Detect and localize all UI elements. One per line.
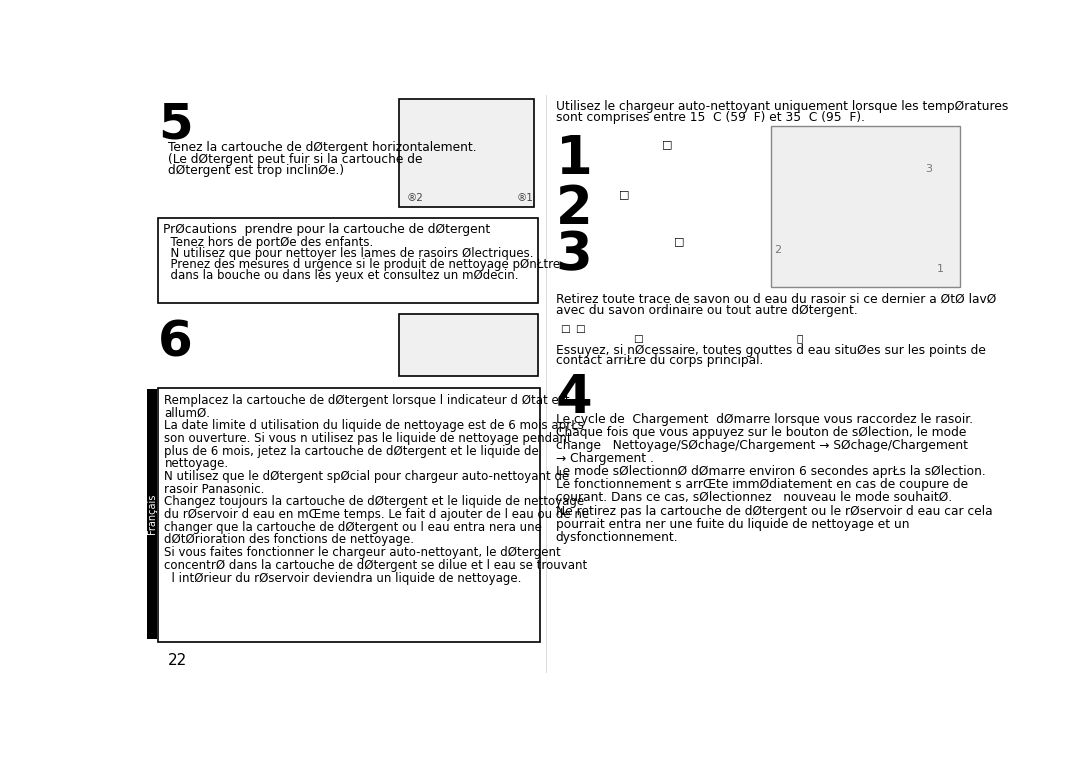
Text: Essuyez, si nØcessaire, toutes gouttes d eau situØes sur les points de: Essuyez, si nØcessaire, toutes gouttes d… bbox=[556, 344, 986, 357]
Text: ®2: ®2 bbox=[406, 193, 423, 203]
Text: → Chargement .: → Chargement . bbox=[556, 452, 653, 465]
Text: 5: 5 bbox=[159, 100, 193, 148]
Text: 2: 2 bbox=[556, 184, 593, 235]
Text: Ne retirez pas la cartouche de dØtergent ou le rØservoir d eau car cela: Ne retirez pas la cartouche de dØtergent… bbox=[556, 505, 993, 518]
Text: PrØcautions  prendre pour la cartouche de dØtergent: PrØcautions prendre pour la cartouche de… bbox=[163, 222, 490, 236]
Text: □: □ bbox=[576, 323, 585, 334]
Bar bbox=[159, 218, 538, 303]
Text: contact arriŁre du corps principal.: contact arriŁre du corps principal. bbox=[556, 354, 764, 367]
Text: □: □ bbox=[619, 190, 630, 200]
Text: 3: 3 bbox=[926, 164, 932, 175]
Text: Tenez la cartouche de dØtergent horizontalement.: Tenez la cartouche de dØtergent horizont… bbox=[167, 141, 476, 154]
Bar bbox=[770, 126, 960, 288]
Text: dØtØrioration des fonctions de nettoyage.: dØtØrioration des fonctions de nettoyage… bbox=[164, 534, 415, 546]
Text: Le mode sØlectionnØ dØmarre environ 6 secondes aprŁs la sØlection.: Le mode sØlectionnØ dØmarre environ 6 se… bbox=[556, 465, 986, 478]
Text: du rØservoir d eau en mŒme temps. Le fait d ajouter de l eau ou de ne: du rØservoir d eau en mŒme temps. Le fai… bbox=[164, 508, 590, 521]
Text: 2: 2 bbox=[774, 245, 782, 255]
Bar bbox=[159, 388, 540, 641]
Text: courant. Dans ce cas, sØlectionnez   nouveau le mode souhaitØ.: courant. Dans ce cas, sØlectionnez nouve… bbox=[556, 492, 953, 505]
Text: □: □ bbox=[674, 236, 684, 246]
Text: Si vous faites fonctionner le chargeur auto-nettoyant, le dØtergent: Si vous faites fonctionner le chargeur a… bbox=[164, 546, 562, 559]
Text: □: □ bbox=[633, 334, 643, 344]
Text: 1: 1 bbox=[937, 264, 944, 274]
Text: Prenez des mesures d urgence si le produit de nettoyage pØnŁtre: Prenez des mesures d urgence si le produ… bbox=[163, 258, 561, 271]
Text: Remplacez la cartouche de dØtergent lorsque l indicateur d Øtat est: Remplacez la cartouche de dØtergent lors… bbox=[164, 394, 570, 407]
Text: dØtergent est trop inclinØe.): dØtergent est trop inclinØe.) bbox=[167, 164, 343, 178]
Text: Changez toujours la cartouche de dØtergent et le liquide de nettoyage: Changez toujours la cartouche de dØterge… bbox=[164, 496, 584, 509]
Text: Chaque fois que vous appuyez sur le bouton de sØlection, le mode: Chaque fois que vous appuyez sur le bout… bbox=[556, 426, 967, 439]
Text: Retirez toute trace de savon ou d eau du rasoir si ce dernier a ØtØ lavØ: Retirez toute trace de savon ou d eau du… bbox=[556, 293, 996, 306]
Text: □: □ bbox=[559, 323, 569, 334]
Text: plus de 6 mois, jetez la cartouche de dØtergent et le liquide de: plus de 6 mois, jetez la cartouche de dØ… bbox=[164, 445, 539, 458]
Text: □: □ bbox=[662, 140, 673, 150]
Text: 4: 4 bbox=[556, 372, 593, 424]
Text: ⓠ: ⓠ bbox=[796, 334, 802, 344]
Text: 22: 22 bbox=[167, 653, 187, 668]
Text: dans la bouche ou dans les yeux et consultez un mØdecin.: dans la bouche ou dans les yeux et consu… bbox=[163, 269, 518, 282]
Text: Tenez hors de portØe des enfants.: Tenez hors de portØe des enfants. bbox=[163, 236, 374, 249]
Text: Français: Français bbox=[148, 494, 158, 534]
Text: changer que la cartouche de dØtergent ou l eau entra nera une: changer que la cartouche de dØtergent ou… bbox=[164, 521, 542, 534]
Text: 3: 3 bbox=[556, 230, 593, 282]
Text: (Le dØtergent peut fuir si la cartouche de: (Le dØtergent peut fuir si la cartouche … bbox=[167, 153, 422, 165]
Text: 6: 6 bbox=[159, 318, 193, 367]
Text: N utilisez que pour nettoyer les lames de rasoirs Ølectriques.: N utilisez que pour nettoyer les lames d… bbox=[163, 247, 534, 260]
Text: Le fonctionnement s arrŒte immØdiatement en cas de coupure de: Le fonctionnement s arrŒte immØdiatement… bbox=[556, 478, 968, 491]
Text: Le cycle de  Chargement  dØmarre lorsque vous raccordez le rasoir.: Le cycle de Chargement dØmarre lorsque v… bbox=[556, 413, 973, 426]
Text: nettoyage.: nettoyage. bbox=[164, 457, 229, 471]
Text: l intØrieur du rØservoir deviendra un liquide de nettoyage.: l intØrieur du rØservoir deviendra un li… bbox=[164, 572, 522, 584]
Text: 1: 1 bbox=[556, 134, 593, 185]
Text: ®1: ®1 bbox=[517, 193, 534, 203]
Text: sont comprises entre 15  C (59  F) et 35  C (95  F).: sont comprises entre 15 C (59 F) et 35 C… bbox=[556, 111, 865, 124]
Bar bbox=[399, 314, 538, 376]
Text: avec du savon ordinaire ou tout autre dØtergent.: avec du savon ordinaire ou tout autre dØ… bbox=[556, 304, 858, 317]
Text: concentrØ dans la cartouche de dØtergent se dilue et l eau se trouvant: concentrØ dans la cartouche de dØtergent… bbox=[164, 559, 588, 572]
Text: change   Nettoyage/SØchage/Chargement → SØchage/Chargement: change Nettoyage/SØchage/Chargement → SØ… bbox=[556, 439, 968, 452]
Text: son ouverture. Si vous n utilisez pas le liquide de nettoyage pendant: son ouverture. Si vous n utilisez pas le… bbox=[164, 432, 572, 445]
Bar bbox=[147, 389, 158, 639]
Text: Utilisez le chargeur auto-nettoyant uniquement lorsque les tempØratures: Utilisez le chargeur auto-nettoyant uniq… bbox=[556, 100, 1009, 113]
Text: rasoir Panasonic.: rasoir Panasonic. bbox=[164, 483, 265, 496]
Text: N utilisez que le dØtergent spØcial pour chargeur auto-nettoyant de: N utilisez que le dØtergent spØcial pour… bbox=[164, 470, 570, 483]
Text: allumØ.: allumØ. bbox=[164, 406, 211, 420]
Bar bbox=[399, 99, 535, 206]
Text: dysfonctionnement.: dysfonctionnement. bbox=[556, 531, 678, 543]
Text: La date limite d utilisation du liquide de nettoyage est de 6 mois aprŁs: La date limite d utilisation du liquide … bbox=[164, 419, 584, 432]
Text: pourrait entra ner une fuite du liquide de nettoyage et un: pourrait entra ner une fuite du liquide … bbox=[556, 518, 909, 531]
